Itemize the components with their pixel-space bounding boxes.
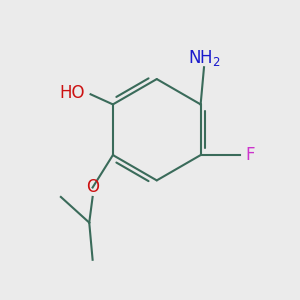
Text: NH$_2$: NH$_2$: [188, 49, 220, 68]
Text: HO: HO: [60, 84, 85, 102]
Text: F: F: [245, 146, 255, 164]
Text: O: O: [86, 178, 99, 196]
